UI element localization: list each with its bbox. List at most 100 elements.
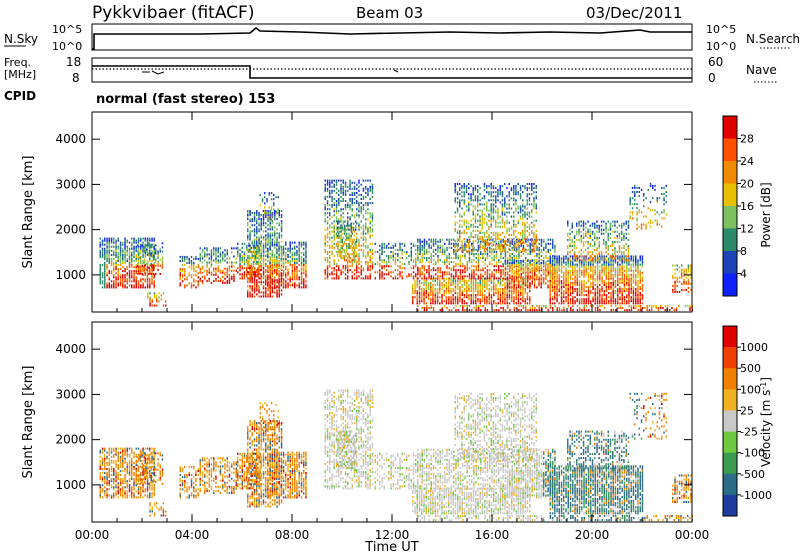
power-cell: [326, 236, 329, 239]
power-cell: [488, 283, 490, 286]
power-cell: [342, 181, 344, 184]
power-cell: [513, 246, 515, 249]
power-cell: [432, 277, 435, 280]
power-cell: [280, 282, 282, 285]
power-cell: [507, 238, 509, 241]
power-cell: [524, 205, 526, 208]
power-cell: [464, 248, 466, 251]
power-cell: [110, 241, 113, 244]
power-cell: [448, 296, 450, 299]
power-cell: [353, 261, 356, 264]
power-cell: [526, 217, 528, 220]
power-cell: [267, 270, 269, 273]
power-cell: [257, 246, 259, 249]
power-cell: [305, 247, 307, 250]
power-cell: [439, 238, 441, 241]
power-cell: [369, 255, 371, 258]
power-cell: [518, 270, 520, 273]
power-cell: [338, 193, 340, 196]
power-cell: [497, 209, 499, 212]
power-cell: [511, 259, 513, 262]
power-cell: [528, 213, 531, 216]
power-cell: [135, 247, 137, 250]
power-cell: [533, 278, 536, 281]
power-cell: [326, 204, 329, 207]
power-cell: [554, 292, 556, 295]
power-cell: [371, 228, 374, 231]
power-cell: [289, 280, 291, 283]
power-cell: [206, 255, 208, 258]
power-cell: [421, 246, 424, 249]
power-cell: [190, 260, 193, 263]
power-cell: [360, 208, 362, 211]
power-cell: [204, 277, 206, 280]
power-cell: [362, 248, 365, 251]
power-cell: [358, 271, 360, 274]
power-cell: [265, 230, 267, 233]
power-cell: [461, 225, 463, 228]
power-cell: [522, 286, 524, 289]
power-cell: [224, 249, 226, 252]
power-cell: [206, 265, 208, 268]
power-cell: [483, 231, 486, 234]
power-cell: [497, 211, 499, 214]
power-cell: [106, 241, 108, 244]
power-cell: [133, 272, 135, 275]
power-cell: [239, 263, 241, 266]
power-cell: [233, 269, 235, 272]
power-cell: [338, 179, 340, 182]
power-cell: [419, 240, 421, 243]
power-cell: [265, 234, 267, 237]
power-cell: [137, 272, 140, 275]
power-cell: [237, 248, 239, 251]
power-cell: [367, 253, 369, 256]
power-cell: [500, 255, 502, 258]
power-cell: [360, 244, 362, 247]
power-cell: [342, 228, 344, 231]
power-cell: [199, 277, 201, 280]
power-cell: [511, 294, 513, 297]
nave-label: Nave: [746, 63, 777, 77]
power-cell: [490, 302, 493, 305]
power-cell: [369, 242, 371, 245]
power-cell: [432, 296, 434, 299]
power-cell: [556, 286, 558, 289]
power-cell: [536, 286, 538, 289]
power-cell: [335, 179, 338, 182]
power-cell: [474, 217, 477, 220]
power-cell: [150, 246, 152, 249]
power-cell: [246, 267, 248, 270]
power-cell: [99, 264, 101, 267]
power-cell: [511, 257, 513, 260]
power-cell: [533, 266, 536, 269]
power-cell: [531, 209, 533, 212]
power-cell: [427, 298, 430, 301]
power-cell: [517, 292, 520, 295]
power-cell: [417, 244, 419, 247]
power-cell: [146, 274, 149, 277]
power-cell: [161, 260, 164, 263]
power-cell: [524, 288, 526, 291]
power-cell: [517, 211, 519, 214]
velocity-colorbar-tick-label: -100: [740, 447, 765, 460]
power-cell: [340, 238, 342, 241]
power-cell: [490, 296, 493, 299]
power-cell: [497, 238, 499, 241]
power-cell: [486, 205, 488, 208]
power-cell: [397, 269, 399, 272]
power-cell: [538, 266, 540, 269]
power-cell: [463, 201, 465, 204]
power-cell: [522, 213, 524, 216]
power-cell: [128, 247, 131, 250]
power-cell: [461, 298, 463, 301]
power-cell: [271, 226, 274, 229]
power-cell: [528, 227, 531, 230]
power-cell: [324, 244, 326, 247]
power-cell: [466, 261, 468, 264]
power-cell: [108, 237, 110, 240]
power-cell: [210, 251, 213, 254]
power-cell: [549, 290, 551, 293]
power-cell: [285, 286, 287, 289]
power-cell: [260, 258, 262, 261]
power-cell: [495, 263, 498, 266]
